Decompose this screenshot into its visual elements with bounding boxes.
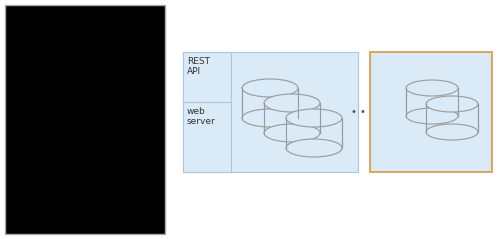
Ellipse shape <box>264 124 320 142</box>
Polygon shape <box>264 103 320 133</box>
Ellipse shape <box>426 124 478 140</box>
Bar <box>183 52 358 172</box>
Bar <box>370 52 492 172</box>
Ellipse shape <box>406 80 458 96</box>
Ellipse shape <box>286 109 342 127</box>
Ellipse shape <box>406 108 458 124</box>
Text: • •: • • <box>350 107 366 117</box>
Bar <box>5 5 165 234</box>
Text: REST
API: REST API <box>187 57 210 76</box>
Polygon shape <box>426 104 478 132</box>
Bar <box>183 52 231 172</box>
Ellipse shape <box>264 94 320 112</box>
Text: web
server: web server <box>187 107 216 126</box>
Polygon shape <box>286 118 342 148</box>
Ellipse shape <box>242 79 298 97</box>
Polygon shape <box>242 88 298 118</box>
Ellipse shape <box>242 109 298 127</box>
Polygon shape <box>406 88 458 116</box>
Ellipse shape <box>286 139 342 157</box>
Ellipse shape <box>426 96 478 112</box>
